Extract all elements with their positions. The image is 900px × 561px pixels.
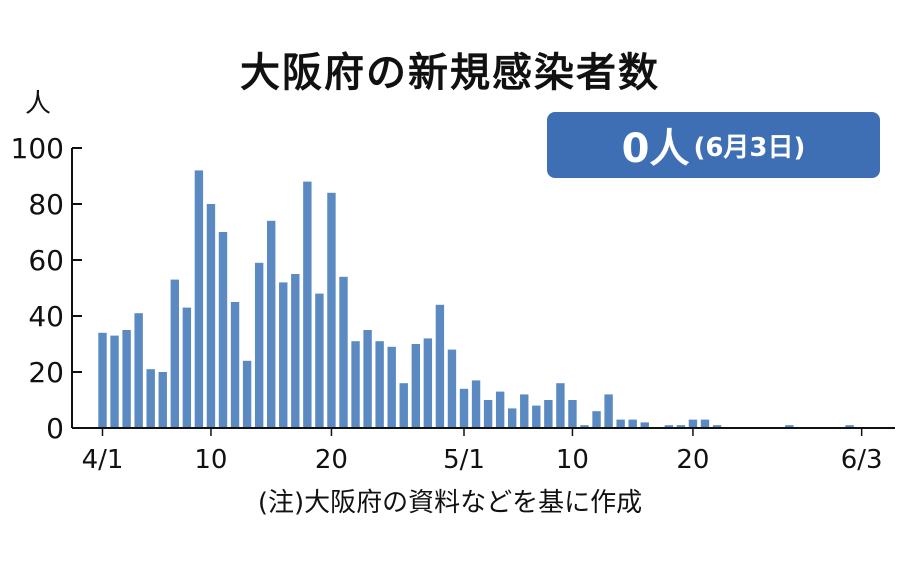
- bar: [327, 192, 336, 428]
- x-tick-label: 6/3: [841, 445, 883, 475]
- bar: [110, 335, 119, 428]
- bar: [291, 274, 300, 428]
- bar: [568, 400, 577, 428]
- x-tick-label: 4/1: [82, 445, 124, 475]
- x-axis: 4/1 10 20 5/1 10 20 6/3: [72, 427, 895, 475]
- bar: [712, 425, 722, 428]
- y-tick-label: 60: [28, 244, 64, 277]
- bar: [664, 425, 674, 428]
- bar: [459, 388, 469, 428]
- bar: [700, 419, 710, 428]
- today-count: 0人: [621, 126, 690, 172]
- bar: [495, 391, 505, 428]
- bar: [785, 425, 794, 428]
- y-tick-label: 0: [46, 412, 64, 445]
- y-tick-label: 80: [28, 188, 64, 221]
- bar: [640, 422, 649, 428]
- bar: [230, 302, 240, 428]
- bar: [242, 360, 252, 428]
- x-tick-label: 10: [194, 445, 227, 475]
- bar: [218, 232, 228, 428]
- y-axis: 人 0 20 40 60 80 100: [11, 89, 82, 445]
- bars: [98, 170, 854, 428]
- y-unit-label: 人: [25, 89, 51, 119]
- y-tick-label: 100: [11, 132, 64, 165]
- x-tick-label: 5/1: [443, 445, 485, 475]
- bar: [688, 419, 698, 428]
- bar: [411, 344, 420, 428]
- bar: [206, 204, 216, 428]
- bar: [122, 330, 131, 428]
- bar: [315, 293, 324, 428]
- x-tick-label: 20: [676, 445, 709, 475]
- bar: [447, 349, 457, 428]
- bar: [399, 383, 408, 428]
- bar: [423, 338, 433, 428]
- bar: [471, 380, 481, 428]
- bar: [676, 425, 686, 428]
- bar: [532, 405, 541, 428]
- bar: [628, 419, 637, 428]
- bar: [303, 181, 312, 428]
- bar: [508, 408, 517, 428]
- bar: [170, 279, 179, 428]
- source-note: (注)大阪府の資料などを基に作成: [257, 488, 643, 518]
- bar-chart: 人 0 20 40 60 80 100 4/1 10 20 5/1 10 20 6/3: [11, 89, 895, 475]
- bar: [387, 346, 396, 428]
- bar: [279, 282, 288, 428]
- bar: [158, 372, 167, 428]
- bar: [98, 332, 107, 428]
- bar: [351, 341, 360, 428]
- bar: [435, 304, 445, 428]
- bar: [592, 411, 601, 428]
- today-count-badge: 0人 (6月3日): [547, 112, 880, 178]
- y-tick-label: 40: [28, 300, 64, 333]
- bar: [520, 394, 529, 428]
- x-tick-label: 20: [315, 445, 348, 475]
- bar: [254, 262, 264, 428]
- today-date: (6月3日): [693, 132, 806, 163]
- bar: [483, 400, 493, 428]
- bar: [339, 276, 348, 428]
- bar: [375, 341, 384, 428]
- bar: [182, 307, 192, 428]
- bar: [544, 400, 553, 428]
- bar: [363, 330, 372, 428]
- bar: [604, 394, 613, 428]
- bar: [267, 220, 276, 428]
- bar: [134, 313, 143, 428]
- bar: [556, 383, 565, 428]
- bar: [580, 425, 589, 428]
- bar: [146, 369, 155, 428]
- bar: [194, 170, 204, 428]
- x-tick-label: 10: [556, 445, 589, 475]
- bar: [616, 419, 625, 428]
- y-tick-label: 20: [28, 356, 64, 389]
- bar: [845, 425, 854, 428]
- chart-title: 大阪府の新規感染者数: [240, 50, 660, 96]
